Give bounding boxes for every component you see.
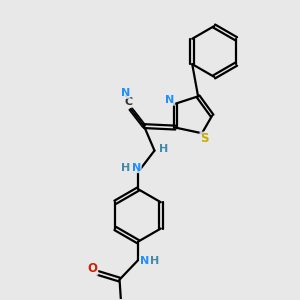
Text: H: H (159, 144, 169, 154)
Text: C: C (124, 97, 132, 107)
Text: N: N (140, 256, 149, 266)
Text: S: S (200, 132, 208, 145)
Text: H: H (150, 256, 160, 266)
Text: N: N (132, 163, 141, 172)
Text: N: N (121, 88, 130, 98)
Text: N: N (165, 95, 175, 105)
Text: O: O (88, 262, 98, 275)
Text: H: H (121, 163, 130, 172)
